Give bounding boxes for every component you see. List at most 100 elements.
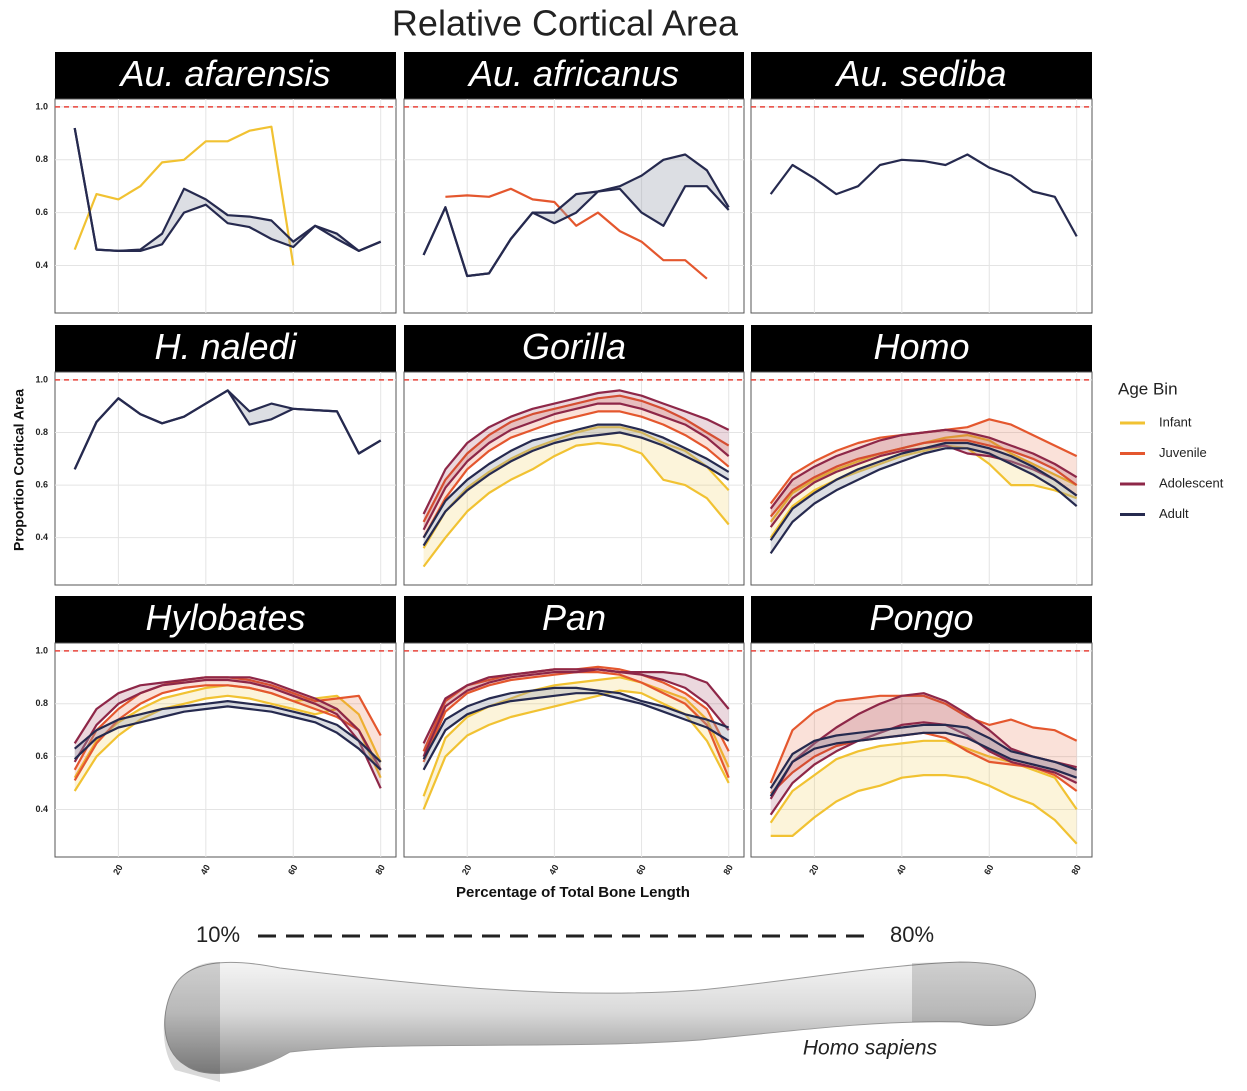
strip xyxy=(751,596,1092,643)
y-tick-label: 0.6 xyxy=(35,207,48,217)
x-tick-label: 20 xyxy=(111,863,125,877)
line xyxy=(422,394,730,523)
x-tick-label: 40 xyxy=(547,863,561,877)
panel xyxy=(54,642,397,858)
line xyxy=(769,441,1078,541)
y-tick-label: 1.0 xyxy=(35,374,48,384)
facet: Gorilla xyxy=(403,325,745,586)
end-label: 80% xyxy=(890,922,934,947)
facet: Homo xyxy=(750,325,1093,586)
x-tick-label: 80 xyxy=(721,863,735,877)
line xyxy=(422,389,730,515)
facet-title: Gorilla xyxy=(522,326,626,367)
facet-title: Homo xyxy=(873,326,969,367)
ribbon xyxy=(770,693,1077,815)
x-tick-label: 60 xyxy=(982,863,996,877)
x-tick-label: 20 xyxy=(460,863,474,877)
y-tick-label: 0.4 xyxy=(35,804,48,814)
bone-illustration: 10% 80% Homo sapiens xyxy=(163,922,1037,1082)
x-tick-label: 40 xyxy=(198,863,212,877)
y-tick-label: 0.8 xyxy=(35,427,48,437)
facet-title: H. naledi xyxy=(154,326,297,367)
y-tick-label: 0.4 xyxy=(35,260,48,270)
ribbon xyxy=(423,395,729,538)
ribbon xyxy=(423,427,729,567)
panel xyxy=(54,98,397,314)
line xyxy=(422,692,730,771)
facet: Pan 20 40 60 80 xyxy=(403,596,745,877)
strip xyxy=(55,325,396,372)
line xyxy=(422,668,730,758)
line xyxy=(769,731,1078,797)
line xyxy=(769,723,1078,789)
bone xyxy=(164,961,1037,1075)
line xyxy=(422,431,730,547)
line xyxy=(770,774,1078,845)
facet: Hylobates 0.4 0.6 0.8 1.0 20 40 60 80 xyxy=(35,596,397,877)
x-axis-title: Percentage of Total Bone Length xyxy=(456,884,690,901)
y-tick-label: 0.8 xyxy=(35,154,48,164)
x-tick-label: 80 xyxy=(373,863,387,877)
legend-label: Juvenile xyxy=(1159,445,1207,460)
line xyxy=(422,686,730,760)
line xyxy=(769,439,1078,518)
start-label: 10% xyxy=(196,922,240,947)
facet-title: Au. africanus xyxy=(467,53,679,94)
line xyxy=(769,721,1078,816)
facet: Pongo 20 40 60 80 xyxy=(750,596,1093,877)
facet-title: Au. afarensis xyxy=(118,53,330,94)
facet-title: Au. sediba xyxy=(834,53,1006,94)
x-tick-label: 60 xyxy=(286,863,300,877)
bone-end-shade xyxy=(163,962,220,1082)
y-tick-label: 0.6 xyxy=(35,751,48,761)
y-tick-label: 0.4 xyxy=(35,532,48,542)
line xyxy=(422,441,730,568)
facet: Au. africanus xyxy=(403,52,745,314)
bone-end-shade xyxy=(912,962,1036,1026)
line xyxy=(422,153,730,278)
y-tick-label: 0.8 xyxy=(35,698,48,708)
line xyxy=(73,678,382,789)
line xyxy=(422,402,730,531)
line xyxy=(73,127,382,252)
panel xyxy=(403,642,745,858)
line xyxy=(73,705,382,771)
strip xyxy=(404,596,744,643)
ribbon xyxy=(74,677,381,781)
facet-title: Pan xyxy=(542,597,606,638)
facet: Au. afarensis 0.4 0.6 0.8 1.0 xyxy=(35,52,397,314)
chart-title: Relative Cortical Area xyxy=(392,3,739,44)
panel xyxy=(750,98,1093,314)
line xyxy=(769,444,1078,539)
strip xyxy=(404,52,744,99)
strip xyxy=(55,52,396,99)
line xyxy=(73,125,295,266)
panel xyxy=(750,371,1093,586)
line xyxy=(73,389,382,470)
line xyxy=(422,676,730,797)
strip xyxy=(55,596,396,643)
y-axis-title: Proportion Cortical Area xyxy=(11,389,27,551)
line xyxy=(73,700,382,763)
facet-title: Hylobates xyxy=(145,597,305,638)
y-tick-label: 1.0 xyxy=(35,645,48,655)
line xyxy=(73,684,382,781)
x-tick-label: 20 xyxy=(807,863,821,877)
line xyxy=(769,694,1078,784)
line xyxy=(422,410,730,539)
line xyxy=(769,428,1078,510)
panel xyxy=(54,371,397,586)
legend-label: Adolescent xyxy=(1159,475,1224,490)
ribbon xyxy=(74,701,381,770)
facet: Au. sediba xyxy=(750,52,1093,314)
ribbon xyxy=(423,154,729,276)
ribbon xyxy=(770,740,1077,844)
x-tick-label: 60 xyxy=(634,863,648,877)
strip xyxy=(751,52,1092,99)
strip xyxy=(751,325,1092,372)
y-tick-label: 1.0 xyxy=(35,101,48,111)
legend-title: Age Bin xyxy=(1118,379,1178,398)
line xyxy=(422,668,730,744)
line xyxy=(445,187,708,280)
